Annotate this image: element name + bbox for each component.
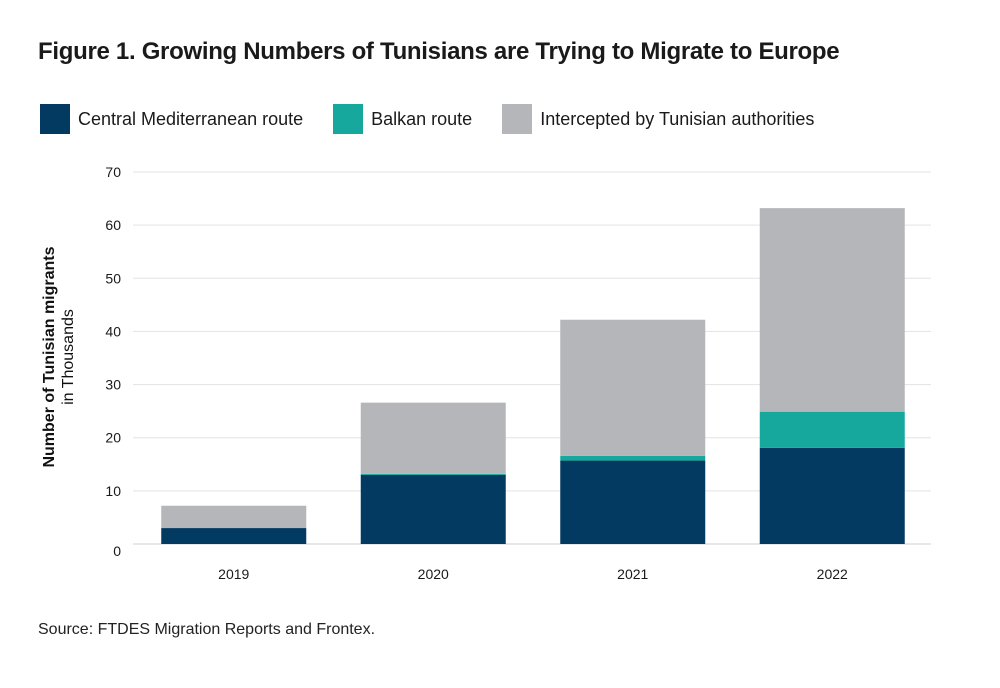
- source-note: Source: FTDES Migration Reports and Fron…: [38, 621, 376, 638]
- y-tick-label: 0: [113, 543, 121, 559]
- x-tick-label: 2022: [817, 566, 848, 582]
- y-axis-ticks: 0 10 20 30 40 50 60 70: [105, 164, 121, 559]
- chart-title: Figure 1. Growing Numbers of Tunisians a…: [38, 38, 840, 65]
- y-tick-label: 20: [105, 430, 121, 446]
- legend-label-central-mediterranean: Central Mediterranean route: [78, 108, 304, 129]
- legend: Central Mediterranean route Balkan route…: [40, 104, 844, 134]
- legend-label-intercepted: Intercepted by Tunisian authorities: [540, 108, 815, 129]
- bar-2022-series-1: [759, 411, 905, 448]
- bar-2022-series-0: [759, 447, 905, 544]
- legend-swatch-balkan: [333, 104, 364, 134]
- legend-item-central-mediterranean: Central Mediterranean route: [40, 104, 303, 134]
- legend-item-balkan: Balkan route: [333, 104, 472, 134]
- y-axis-label: Number of Tunisian migrants: [41, 246, 58, 467]
- bar-2019-series-2: [161, 505, 307, 529]
- y-tick-label: 40: [105, 323, 121, 339]
- y-axis-sublabel: in Thousands: [60, 309, 77, 405]
- x-tick-label: 2019: [218, 566, 249, 582]
- bar-2022-series-2: [759, 208, 905, 412]
- x-tick-label: 2021: [617, 566, 648, 582]
- y-tick-label: 60: [105, 217, 121, 233]
- bar-2020-series-2: [360, 402, 506, 474]
- bar-2021-series-1: [560, 455, 706, 461]
- bar-2021-series-2: [560, 319, 706, 456]
- x-axis-ticks: 2019 2020 2021 2022: [218, 566, 848, 582]
- y-tick-label: 50: [105, 270, 121, 286]
- bar-2021-series-0: [560, 460, 706, 544]
- y-tick-label: 70: [105, 164, 121, 180]
- bar-2019-series-0: [161, 528, 307, 544]
- legend-item-intercepted: Intercepted by Tunisian authorities: [502, 104, 814, 134]
- bar-2020-series-0: [360, 474, 506, 544]
- x-tick-label: 2020: [418, 566, 449, 582]
- legend-swatch-central-mediterranean: [40, 104, 70, 134]
- y-tick-label: 30: [105, 377, 121, 393]
- bar-2020-series-1: [360, 473, 506, 475]
- legend-label-balkan: Balkan route: [371, 108, 473, 129]
- legend-swatch-intercepted: [502, 104, 533, 134]
- bars: [161, 208, 905, 544]
- y-tick-label: 10: [105, 483, 121, 499]
